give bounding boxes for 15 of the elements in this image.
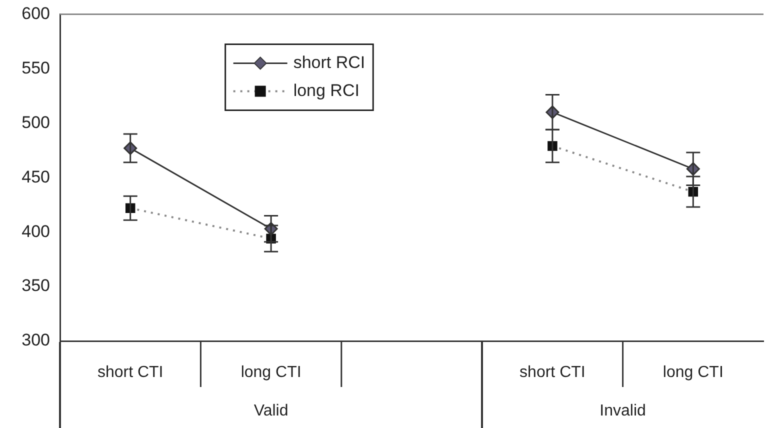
y-tick-label: 400	[22, 222, 50, 241]
x-tick-label: long CTI	[240, 364, 302, 382]
y-tick-label: 500	[22, 112, 50, 132]
text: Invalid	[600, 402, 646, 420]
y-tick-label: 550	[22, 58, 50, 78]
y-tick-label: 450	[22, 167, 50, 186]
x-tick-label: short CTI	[97, 364, 164, 382]
legend-label: long RCI	[293, 80, 360, 100]
y-tick-label: 600	[22, 4, 50, 23]
text: Valid	[254, 402, 288, 420]
x-tick-label: short CTI	[520, 364, 586, 382]
legend-label: short RCI	[293, 52, 366, 72]
x-tick-label: long CTI	[662, 364, 724, 382]
y-tick-label: 300	[22, 330, 50, 350]
y-tick-label: 350	[22, 276, 50, 296]
